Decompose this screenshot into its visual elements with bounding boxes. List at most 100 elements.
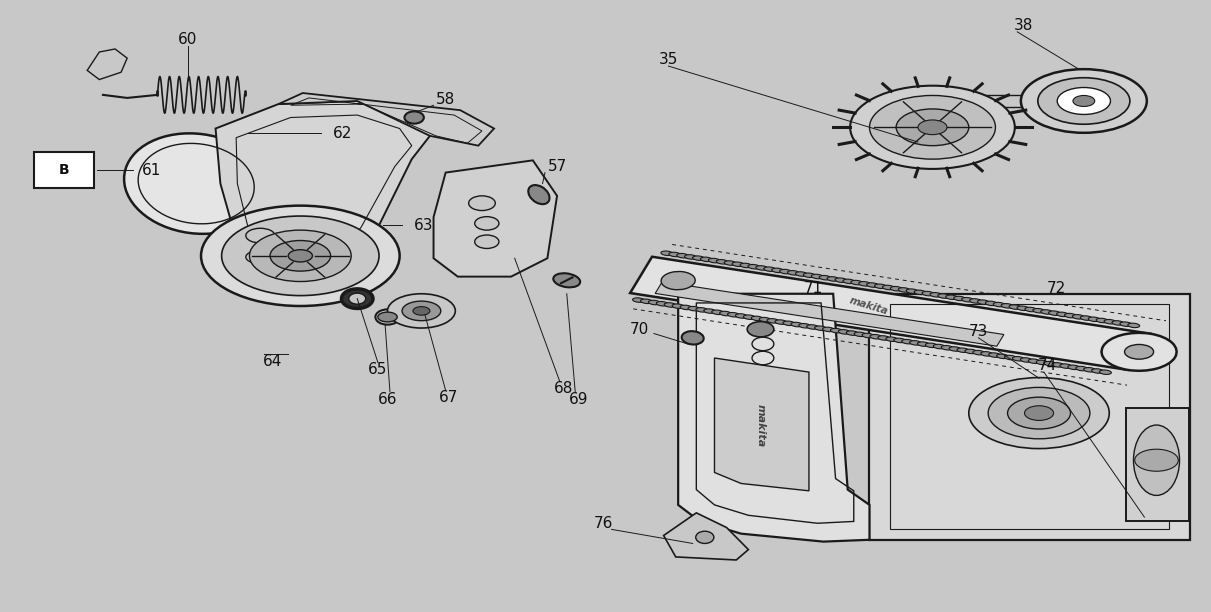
Ellipse shape bbox=[815, 326, 826, 330]
Polygon shape bbox=[216, 101, 430, 271]
Circle shape bbox=[246, 228, 275, 243]
Ellipse shape bbox=[890, 286, 902, 291]
Ellipse shape bbox=[972, 351, 985, 355]
Ellipse shape bbox=[819, 275, 831, 280]
Ellipse shape bbox=[803, 273, 815, 277]
Bar bbox=[34, 152, 94, 188]
Ellipse shape bbox=[661, 251, 673, 255]
Ellipse shape bbox=[740, 263, 752, 267]
Ellipse shape bbox=[899, 288, 911, 292]
Ellipse shape bbox=[934, 345, 945, 349]
Ellipse shape bbox=[648, 300, 660, 305]
Ellipse shape bbox=[988, 353, 1000, 357]
Ellipse shape bbox=[965, 349, 977, 354]
Circle shape bbox=[1025, 406, 1054, 420]
Circle shape bbox=[918, 120, 947, 135]
Ellipse shape bbox=[688, 307, 700, 311]
Ellipse shape bbox=[1021, 358, 1032, 362]
Ellipse shape bbox=[977, 300, 989, 304]
Ellipse shape bbox=[342, 289, 373, 308]
Polygon shape bbox=[664, 513, 748, 560]
Ellipse shape bbox=[1001, 304, 1014, 308]
Ellipse shape bbox=[748, 264, 759, 269]
Ellipse shape bbox=[712, 310, 723, 315]
Ellipse shape bbox=[949, 347, 962, 351]
Ellipse shape bbox=[528, 185, 550, 204]
Polygon shape bbox=[678, 294, 869, 542]
Ellipse shape bbox=[791, 323, 803, 327]
Ellipse shape bbox=[902, 340, 913, 344]
Ellipse shape bbox=[759, 318, 771, 322]
Ellipse shape bbox=[986, 301, 997, 305]
Ellipse shape bbox=[957, 348, 969, 353]
Ellipse shape bbox=[869, 335, 882, 339]
Ellipse shape bbox=[717, 259, 728, 264]
Ellipse shape bbox=[681, 305, 691, 310]
Ellipse shape bbox=[1028, 359, 1040, 364]
Ellipse shape bbox=[811, 274, 823, 278]
Ellipse shape bbox=[475, 235, 499, 248]
Circle shape bbox=[402, 301, 441, 321]
Ellipse shape bbox=[981, 352, 993, 356]
Text: makita: makita bbox=[848, 296, 889, 316]
Ellipse shape bbox=[733, 262, 744, 266]
Ellipse shape bbox=[780, 269, 792, 274]
Circle shape bbox=[1021, 69, 1147, 133]
Text: 63: 63 bbox=[414, 218, 434, 233]
Bar bbox=[890, 304, 1169, 529]
Circle shape bbox=[1057, 88, 1110, 114]
Circle shape bbox=[222, 216, 379, 296]
Ellipse shape bbox=[1064, 313, 1077, 318]
Ellipse shape bbox=[914, 290, 926, 294]
Ellipse shape bbox=[993, 302, 1005, 307]
Ellipse shape bbox=[724, 261, 736, 265]
Ellipse shape bbox=[807, 325, 819, 329]
Ellipse shape bbox=[475, 217, 499, 230]
Ellipse shape bbox=[838, 330, 850, 334]
Circle shape bbox=[201, 206, 400, 306]
Ellipse shape bbox=[719, 312, 731, 316]
Ellipse shape bbox=[1005, 356, 1016, 360]
Ellipse shape bbox=[843, 279, 855, 283]
Circle shape bbox=[388, 294, 455, 328]
Text: makita: makita bbox=[756, 404, 765, 447]
Ellipse shape bbox=[677, 253, 689, 258]
Circle shape bbox=[869, 95, 995, 159]
Text: 61: 61 bbox=[142, 163, 161, 177]
Text: 57: 57 bbox=[547, 159, 567, 174]
Ellipse shape bbox=[668, 252, 681, 256]
Ellipse shape bbox=[693, 256, 705, 260]
Ellipse shape bbox=[1068, 365, 1080, 370]
Ellipse shape bbox=[124, 133, 269, 234]
Ellipse shape bbox=[787, 271, 799, 275]
Text: B: B bbox=[59, 163, 69, 177]
Ellipse shape bbox=[962, 297, 974, 302]
Text: 76: 76 bbox=[593, 516, 613, 531]
Ellipse shape bbox=[1033, 308, 1045, 313]
Polygon shape bbox=[87, 49, 127, 80]
Circle shape bbox=[850, 86, 1015, 169]
Ellipse shape bbox=[937, 294, 949, 298]
Ellipse shape bbox=[641, 299, 653, 304]
Circle shape bbox=[288, 250, 312, 262]
Ellipse shape bbox=[954, 296, 965, 300]
Ellipse shape bbox=[1080, 316, 1092, 320]
Ellipse shape bbox=[846, 331, 859, 335]
Ellipse shape bbox=[708, 258, 721, 263]
Ellipse shape bbox=[1025, 307, 1037, 312]
Circle shape bbox=[378, 312, 397, 322]
Ellipse shape bbox=[867, 283, 878, 287]
Ellipse shape bbox=[1049, 311, 1061, 315]
Ellipse shape bbox=[632, 298, 644, 302]
Text: 62: 62 bbox=[333, 126, 352, 141]
Circle shape bbox=[969, 378, 1109, 449]
Ellipse shape bbox=[349, 293, 366, 304]
Ellipse shape bbox=[767, 319, 779, 323]
Ellipse shape bbox=[1133, 425, 1180, 496]
Text: 60: 60 bbox=[178, 32, 197, 47]
Ellipse shape bbox=[672, 304, 684, 308]
Ellipse shape bbox=[700, 257, 712, 261]
Ellipse shape bbox=[1044, 362, 1056, 366]
Ellipse shape bbox=[695, 531, 713, 543]
Ellipse shape bbox=[1017, 306, 1029, 310]
